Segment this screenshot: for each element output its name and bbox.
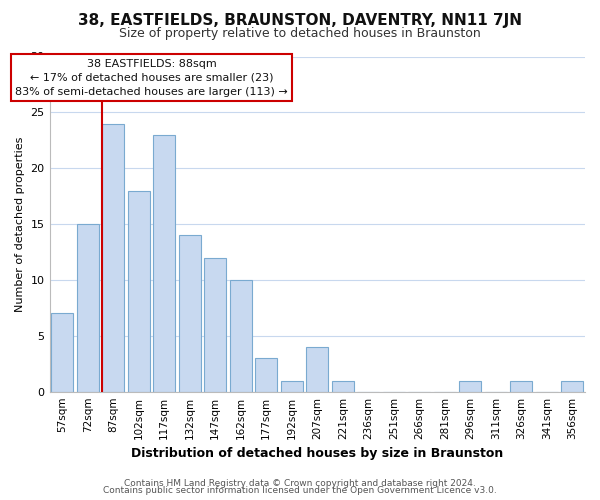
Bar	[179, 236, 200, 392]
Text: 38 EASTFIELDS: 88sqm
← 17% of detached houses are smaller (23)
83% of semi-detac: 38 EASTFIELDS: 88sqm ← 17% of detached h…	[15, 58, 288, 96]
Bar	[230, 280, 251, 392]
Bar	[511, 380, 532, 392]
X-axis label: Distribution of detached houses by size in Braunston: Distribution of detached houses by size …	[131, 447, 503, 460]
Text: 38, EASTFIELDS, BRAUNSTON, DAVENTRY, NN11 7JN: 38, EASTFIELDS, BRAUNSTON, DAVENTRY, NN1…	[78, 12, 522, 28]
Bar	[281, 380, 302, 392]
Text: Size of property relative to detached houses in Braunston: Size of property relative to detached ho…	[119, 28, 481, 40]
Bar	[205, 258, 226, 392]
Text: Contains HM Land Registry data © Crown copyright and database right 2024.: Contains HM Land Registry data © Crown c…	[124, 478, 476, 488]
Text: Contains public sector information licensed under the Open Government Licence v3: Contains public sector information licen…	[103, 486, 497, 495]
Bar	[77, 224, 98, 392]
Y-axis label: Number of detached properties: Number of detached properties	[15, 136, 25, 312]
Bar	[332, 380, 353, 392]
Bar	[460, 380, 481, 392]
Bar	[103, 124, 124, 392]
Bar	[128, 190, 149, 392]
Bar	[154, 134, 175, 392]
Bar	[256, 358, 277, 392]
Bar	[307, 347, 328, 392]
Bar	[562, 380, 583, 392]
Bar	[52, 314, 73, 392]
